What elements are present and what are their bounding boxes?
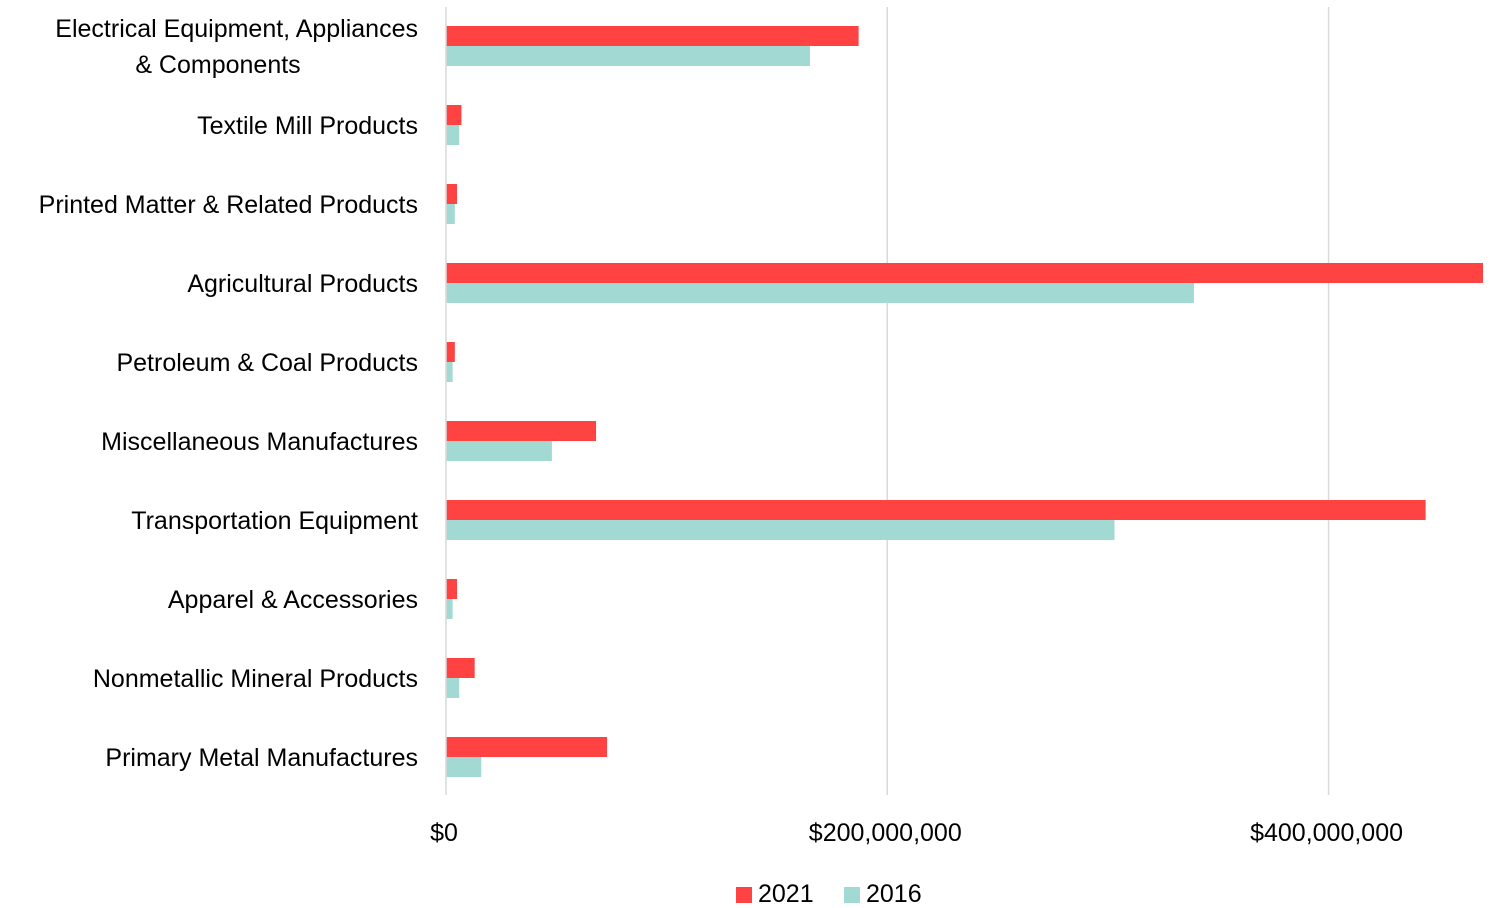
bar-2021-3 [446, 263, 1483, 283]
bar-2021-5 [446, 421, 597, 441]
bar-2016-2 [446, 204, 455, 224]
bar-2016-4 [446, 362, 453, 382]
bar-2021-4 [446, 342, 455, 362]
legend-label-2016: 2016 [866, 880, 922, 908]
bar-2016-6 [446, 520, 1115, 540]
bar-2021-1 [446, 105, 462, 125]
x-tick-label-2: $400,000,000 [1250, 819, 1403, 847]
category-label-4: Petroleum & Coal Products [116, 349, 418, 377]
bars [446, 26, 1483, 777]
bar-2016-7 [446, 599, 453, 619]
x-tick-label-0: $0 [430, 819, 458, 847]
bar-2021-2 [446, 184, 458, 204]
bar-2021-8 [446, 658, 475, 678]
category-label-2: Printed Matter & Related Products [39, 191, 418, 219]
category-label-7: Apparel & Accessories [168, 586, 418, 614]
gridlines [886, 7, 1330, 795]
bar-2016-5 [446, 441, 552, 461]
category-label-9: Primary Metal Manufactures [105, 744, 418, 772]
legend-label-2021: 2021 [758, 880, 814, 908]
bar-2016-1 [446, 125, 460, 145]
legend-swatch-2016 [844, 887, 860, 903]
bar-2016-3 [446, 283, 1194, 303]
x-tick-label-1: $200,000,000 [809, 819, 962, 847]
category-label-8: Nonmetallic Mineral Products [93, 665, 418, 693]
bar-2021-0 [446, 26, 859, 46]
category-label-0-line-0: Electrical Equipment, Appliances [55, 15, 418, 43]
category-label-5: Miscellaneous Manufactures [101, 428, 418, 456]
bar-2021-9 [446, 737, 608, 757]
x-tick-labels: $0 $200,000,000 $400,000,000 [430, 819, 1403, 847]
category-label-3: Agricultural Products [187, 270, 418, 298]
category-label-6: Transportation Equipment [131, 507, 418, 535]
bar-2016-8 [446, 678, 460, 698]
legend: 2021 2016 [736, 880, 922, 908]
bar-2021-7 [446, 579, 458, 599]
category-label-0-line-1: & Components [135, 51, 300, 79]
bar-2016-9 [446, 757, 482, 777]
category-label-1: Textile Mill Products [197, 112, 418, 140]
category-labels: Electrical Equipment, Appliances & Compon… [39, 15, 418, 772]
bar-2021-6 [446, 500, 1426, 520]
legend-swatch-2021 [736, 887, 752, 903]
bar-2016-0 [446, 46, 811, 66]
